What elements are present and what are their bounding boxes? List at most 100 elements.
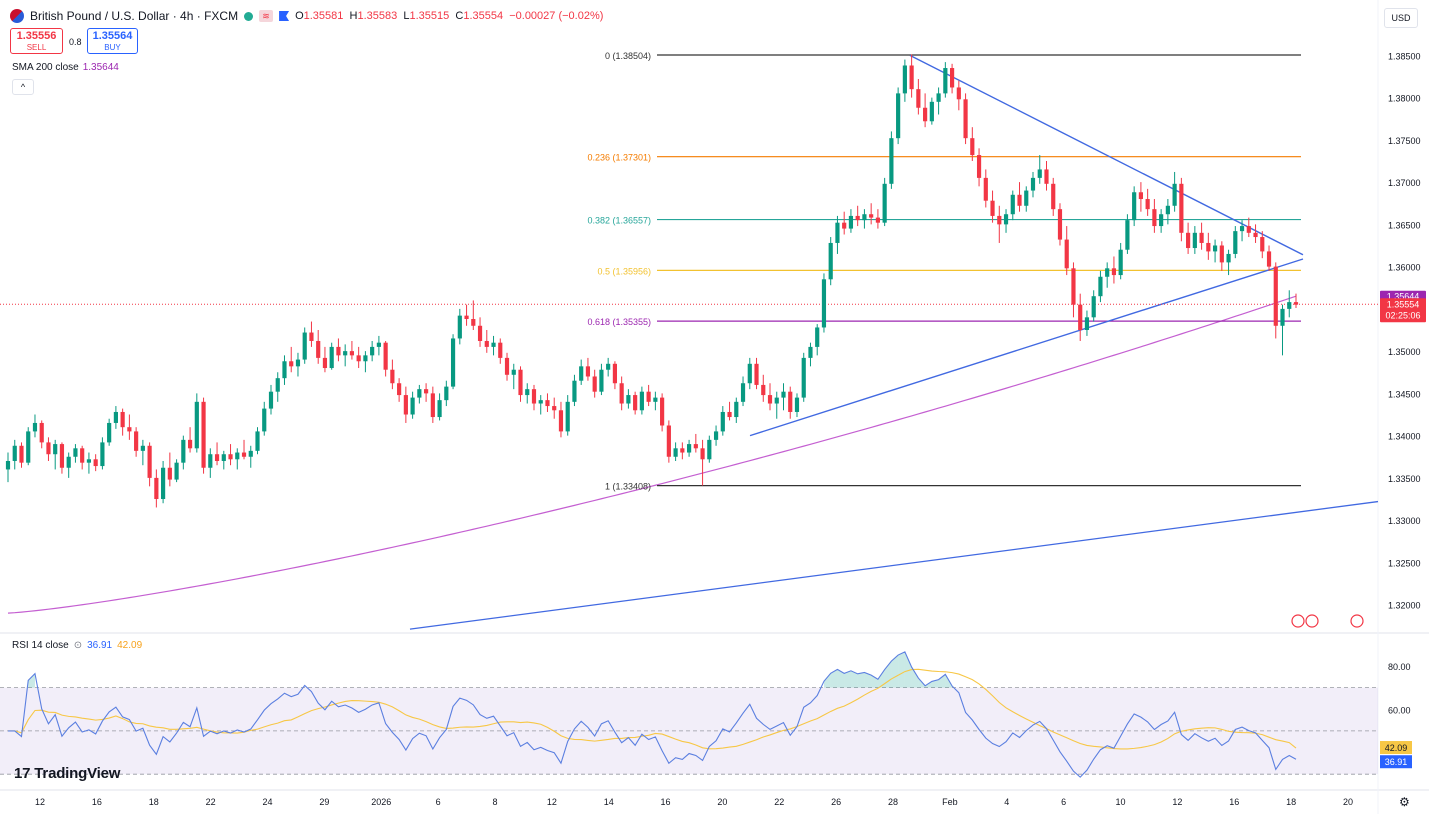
- candle-body: [1172, 183, 1177, 206]
- rsi-settings-icon[interactable]: ⊙: [73, 640, 83, 651]
- candle-body: [740, 383, 746, 402]
- candle-body: [923, 107, 928, 122]
- candle-body: [579, 366, 584, 381]
- candle-body: [322, 357, 328, 369]
- fib-level-label: 1 (1.33408): [605, 482, 651, 492]
- rsi-overbought-fill: [911, 667, 919, 688]
- sell-button[interactable]: 1.35556 SELL: [10, 28, 63, 54]
- candle-body: [167, 467, 172, 480]
- candle-body: [282, 361, 287, 379]
- candle-body: [235, 452, 240, 460]
- candle-body: [970, 138, 975, 156]
- close-value: 1.35554: [463, 10, 504, 22]
- candle-body: [801, 357, 806, 398]
- fib-level-label: 0.236 (1.37301): [587, 153, 651, 163]
- candle-body: [680, 448, 685, 453]
- candle-body: [538, 400, 543, 404]
- candle-body: [963, 99, 968, 139]
- price-tick-label: 1.33500: [1388, 474, 1421, 484]
- rsi-overbought-fill: [850, 670, 858, 688]
- candle-body: [1145, 199, 1150, 210]
- currency-selector[interactable]: USD: [1384, 8, 1418, 28]
- candle-body: [181, 439, 186, 463]
- time-tick-label: 14: [604, 797, 614, 807]
- price-tick-label: 1.36500: [1388, 220, 1421, 230]
- candle-body: [1206, 242, 1211, 252]
- candle-body: [848, 215, 854, 229]
- sma-value: 1.35644: [82, 62, 119, 73]
- candle-body: [86, 459, 92, 463]
- collapse-legend-button[interactable]: ^: [12, 79, 34, 95]
- time-tick-label: 18: [149, 797, 159, 807]
- change-value: −0.00027 (−0.02%): [509, 10, 604, 22]
- candle-body: [59, 444, 65, 468]
- time-tick-label: 29: [319, 797, 329, 807]
- buy-label: BUY: [104, 43, 121, 52]
- candle-body: [1024, 190, 1029, 206]
- flag-icon[interactable]: [279, 11, 290, 21]
- candle-body: [376, 342, 381, 347]
- time-tick-label: 6: [436, 797, 441, 807]
- sma-label: SMA 200 close: [12, 62, 79, 73]
- candle-body: [862, 214, 867, 221]
- candle-body: [545, 400, 550, 407]
- candle-body: [869, 214, 874, 218]
- candle-body: [329, 346, 334, 369]
- sma-legend[interactable]: SMA 200 close 1.35644: [12, 62, 119, 73]
- candle-body: [653, 397, 658, 402]
- last-price-badge: 1.35554: [1387, 299, 1420, 309]
- candle-body: [734, 401, 739, 418]
- candle-body: [855, 215, 860, 221]
- symbol-title[interactable]: British Pound / U.S. Dollar · 4h · FXCM: [30, 9, 239, 23]
- candle-body: [794, 397, 800, 412]
- candle-body: [909, 65, 914, 90]
- rsi-legend[interactable]: RSI 14 close ⊙ 36.91 42.09: [12, 640, 142, 651]
- time-tick-label: 12: [1172, 797, 1182, 807]
- price-tick-label: 1.37500: [1388, 136, 1421, 146]
- rsi-overbought-fill: [837, 669, 845, 688]
- candle-body: [525, 389, 530, 396]
- candle-body: [788, 391, 793, 412]
- candle-body: [417, 389, 422, 398]
- candle-body: [633, 395, 638, 411]
- time-tick-label: 20: [717, 797, 727, 807]
- buy-button[interactable]: 1.35564 BUY: [87, 28, 138, 54]
- candle-body: [592, 376, 597, 392]
- candle-body: [1044, 169, 1049, 184]
- rsi-overbought-fill: [864, 672, 872, 688]
- economic-event-icon: [1291, 614, 1305, 628]
- candle-body: [140, 445, 145, 451]
- candle-body: [1138, 192, 1143, 200]
- candle-body: [491, 342, 496, 347]
- time-tick-label: 18: [1286, 797, 1296, 807]
- candle-body: [113, 411, 118, 423]
- time-tick-label: 16: [92, 797, 102, 807]
- candle-body: [46, 442, 51, 455]
- rsi-ma-badge-bg: [1380, 741, 1412, 755]
- candle-body: [1152, 209, 1157, 227]
- fib-level-label: 0 (1.38504): [605, 51, 651, 61]
- candle-body: [444, 386, 449, 401]
- last-price-badge-bg: [1380, 298, 1426, 323]
- tradingview-logo-text: TradingView: [34, 765, 121, 782]
- candle-body: [471, 319, 476, 326]
- time-tick-label: 4: [1004, 797, 1009, 807]
- candle-body: [666, 425, 671, 457]
- chart-settings-icon[interactable]: ⚙: [1399, 795, 1410, 809]
- price-tick-label: 1.35000: [1388, 347, 1421, 357]
- chart-header: British Pound / U.S. Dollar · 4h · FXCM …: [10, 6, 603, 26]
- rsi-badge-bg: [1380, 755, 1412, 769]
- rsi-badge: 36.91: [1385, 757, 1408, 767]
- time-tick-label: 12: [547, 797, 557, 807]
- candle-body: [437, 400, 442, 418]
- compare-icon[interactable]: ≋: [259, 10, 274, 22]
- price-tick-label: 1.38000: [1388, 94, 1421, 104]
- rsi-overbought-fill: [823, 673, 831, 688]
- candle-body: [221, 454, 226, 461]
- candle-body: [531, 389, 537, 404]
- candle-body: [983, 177, 988, 201]
- candle-body: [19, 445, 24, 463]
- time-tick-label: 8: [492, 797, 497, 807]
- open-value: 1.35581: [303, 10, 344, 22]
